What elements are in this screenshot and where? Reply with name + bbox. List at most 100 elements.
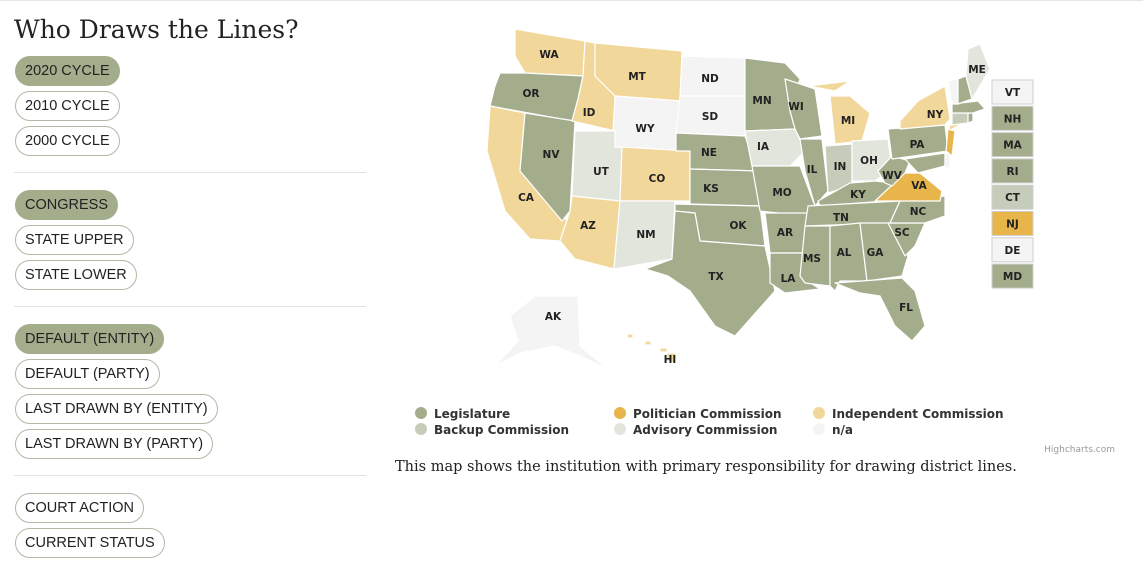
svg-text:MT: MT (628, 71, 646, 83)
state-nc[interactable] (889, 195, 946, 224)
legend-dot (415, 407, 427, 419)
svg-text:TN: TN (833, 212, 849, 224)
svg-text:NE: NE (701, 147, 717, 159)
state-box-label: RI (1007, 166, 1019, 178)
svg-text:IA: IA (757, 141, 770, 153)
svg-text:OH: OH (860, 155, 878, 167)
congress-button[interactable]: CONGRESS (15, 190, 118, 220)
state-box-nh[interactable] (991, 105, 1034, 131)
svg-text:KS: KS (703, 183, 719, 195)
svg-text:ME: ME (968, 64, 986, 76)
small-state-boxes: VT NH MA RI CT NJ DE MD (991, 79, 1034, 289)
legend-dot (614, 423, 626, 435)
svg-text:NY: NY (927, 109, 944, 121)
state-box-label: NJ (1006, 219, 1019, 231)
svg-text:IL: IL (807, 164, 818, 176)
state-box-ma[interactable] (991, 132, 1034, 158)
svg-text:ND: ND (701, 73, 719, 85)
svg-text:NV: NV (543, 149, 561, 161)
cycle-2010-button[interactable]: 2010 CYCLE (15, 91, 120, 121)
state-nv[interactable] (519, 112, 576, 222)
legend-dot (415, 423, 427, 435)
state-labels: WA OR CA NV ID MT WY UT AZ CO NM ND SD N… (518, 49, 986, 366)
svg-text:OR: OR (522, 88, 539, 100)
state-ks[interactable] (689, 168, 761, 207)
svg-text:MI: MI (841, 115, 855, 127)
legend-item-politician-commission[interactable]: Politician Commission (614, 407, 782, 421)
state-box-md[interactable] (991, 263, 1034, 289)
legend-dot (813, 407, 825, 419)
state-box-vt[interactable] (991, 79, 1034, 105)
svg-text:IN: IN (834, 161, 847, 173)
state-box-ri[interactable] (991, 158, 1034, 184)
svg-text:MS: MS (803, 253, 821, 265)
svg-text:MN: MN (752, 95, 771, 107)
divider (14, 306, 366, 307)
state-ma[interactable] (951, 100, 986, 114)
state-ak[interactable] (494, 295, 609, 370)
svg-text:FL: FL (899, 302, 913, 314)
last-drawn-party-button[interactable]: LAST DRAWN BY (PARTY) (15, 429, 214, 459)
legend-item-na[interactable]: n/a (813, 423, 853, 437)
state-upper-button[interactable]: STATE UPPER (15, 225, 134, 255)
svg-text:CO: CO (649, 173, 666, 185)
svg-text:UT: UT (593, 166, 610, 178)
svg-text:HI: HI (664, 354, 677, 366)
svg-text:TX: TX (708, 271, 723, 283)
state-lower-button[interactable]: STATE LOWER (15, 260, 137, 290)
state-box-nj[interactable] (991, 211, 1034, 236)
state-mi[interactable] (807, 80, 871, 145)
svg-text:NC: NC (910, 206, 927, 218)
legend-dot (614, 407, 626, 419)
state-ct[interactable] (951, 112, 969, 126)
state-vt[interactable] (947, 78, 959, 105)
state-box-ct[interactable] (991, 184, 1034, 210)
state-hi[interactable] (626, 333, 677, 364)
state-fl[interactable] (834, 277, 926, 342)
state-box-label: DE (1005, 245, 1021, 257)
svg-text:SD: SD (702, 111, 719, 123)
highcharts-credits[interactable]: Highcharts.com (1044, 445, 1115, 455)
svg-text:OK: OK (729, 220, 747, 232)
court-action-button[interactable]: COURT ACTION (15, 493, 145, 523)
legend: Legislature Backup Commission Politician… (415, 407, 1055, 443)
state-ia[interactable] (744, 128, 806, 167)
state-box-de[interactable] (991, 237, 1034, 263)
state-ms[interactable] (799, 225, 831, 287)
legend-item-legislature[interactable]: Legislature (415, 407, 510, 421)
default-party-button[interactable]: DEFAULT (PARTY) (15, 359, 160, 389)
svg-text:WA: WA (539, 49, 559, 61)
cycle-2020-button[interactable]: 2020 CYCLE (15, 56, 120, 86)
current-status-button[interactable]: CURRENT STATUS (15, 528, 165, 558)
cycle-2000-button[interactable]: 2000 CYCLE (15, 126, 120, 156)
page-title: Who Draws the Lines? (14, 15, 299, 44)
last-drawn-entity-button[interactable]: LAST DRAWN BY (ENTITY) (15, 394, 218, 424)
state-tx[interactable] (644, 210, 776, 337)
state-nj[interactable] (945, 128, 956, 157)
svg-text:LA: LA (781, 273, 797, 285)
svg-text:AZ: AZ (580, 220, 596, 232)
svg-text:ID: ID (583, 107, 596, 119)
map-area: WA OR CA NV ID MT WY UT AZ CO NM ND SD N… (395, 1, 1143, 584)
legend-item-advisory-commission[interactable]: Advisory Commission (614, 423, 777, 437)
svg-text:NM: NM (636, 229, 655, 241)
svg-text:MO: MO (772, 187, 791, 199)
us-map: WA OR CA NV ID MT WY UT AZ CO NM ND SD N… (486, 28, 1034, 370)
state-de[interactable] (944, 152, 951, 169)
svg-text:WI: WI (788, 101, 804, 113)
legend-item-backup-commission[interactable]: Backup Commission (415, 423, 569, 437)
divider (14, 172, 366, 173)
legend-dot (813, 423, 825, 435)
svg-text:WV: WV (882, 170, 903, 182)
divider (14, 475, 366, 476)
state-box-label: NH (1004, 113, 1022, 125)
svg-text:WY: WY (635, 123, 655, 135)
state-box-label: VT (1005, 87, 1021, 99)
legend-item-independent-commission[interactable]: Independent Commission (813, 407, 1004, 421)
svg-text:AK: AK (545, 311, 562, 323)
state-me[interactable] (965, 43, 991, 100)
svg-text:KY: KY (850, 189, 866, 201)
state-ri[interactable] (967, 112, 974, 124)
state-box-label: MD (1003, 271, 1022, 283)
default-entity-button[interactable]: DEFAULT (ENTITY) (15, 324, 165, 354)
